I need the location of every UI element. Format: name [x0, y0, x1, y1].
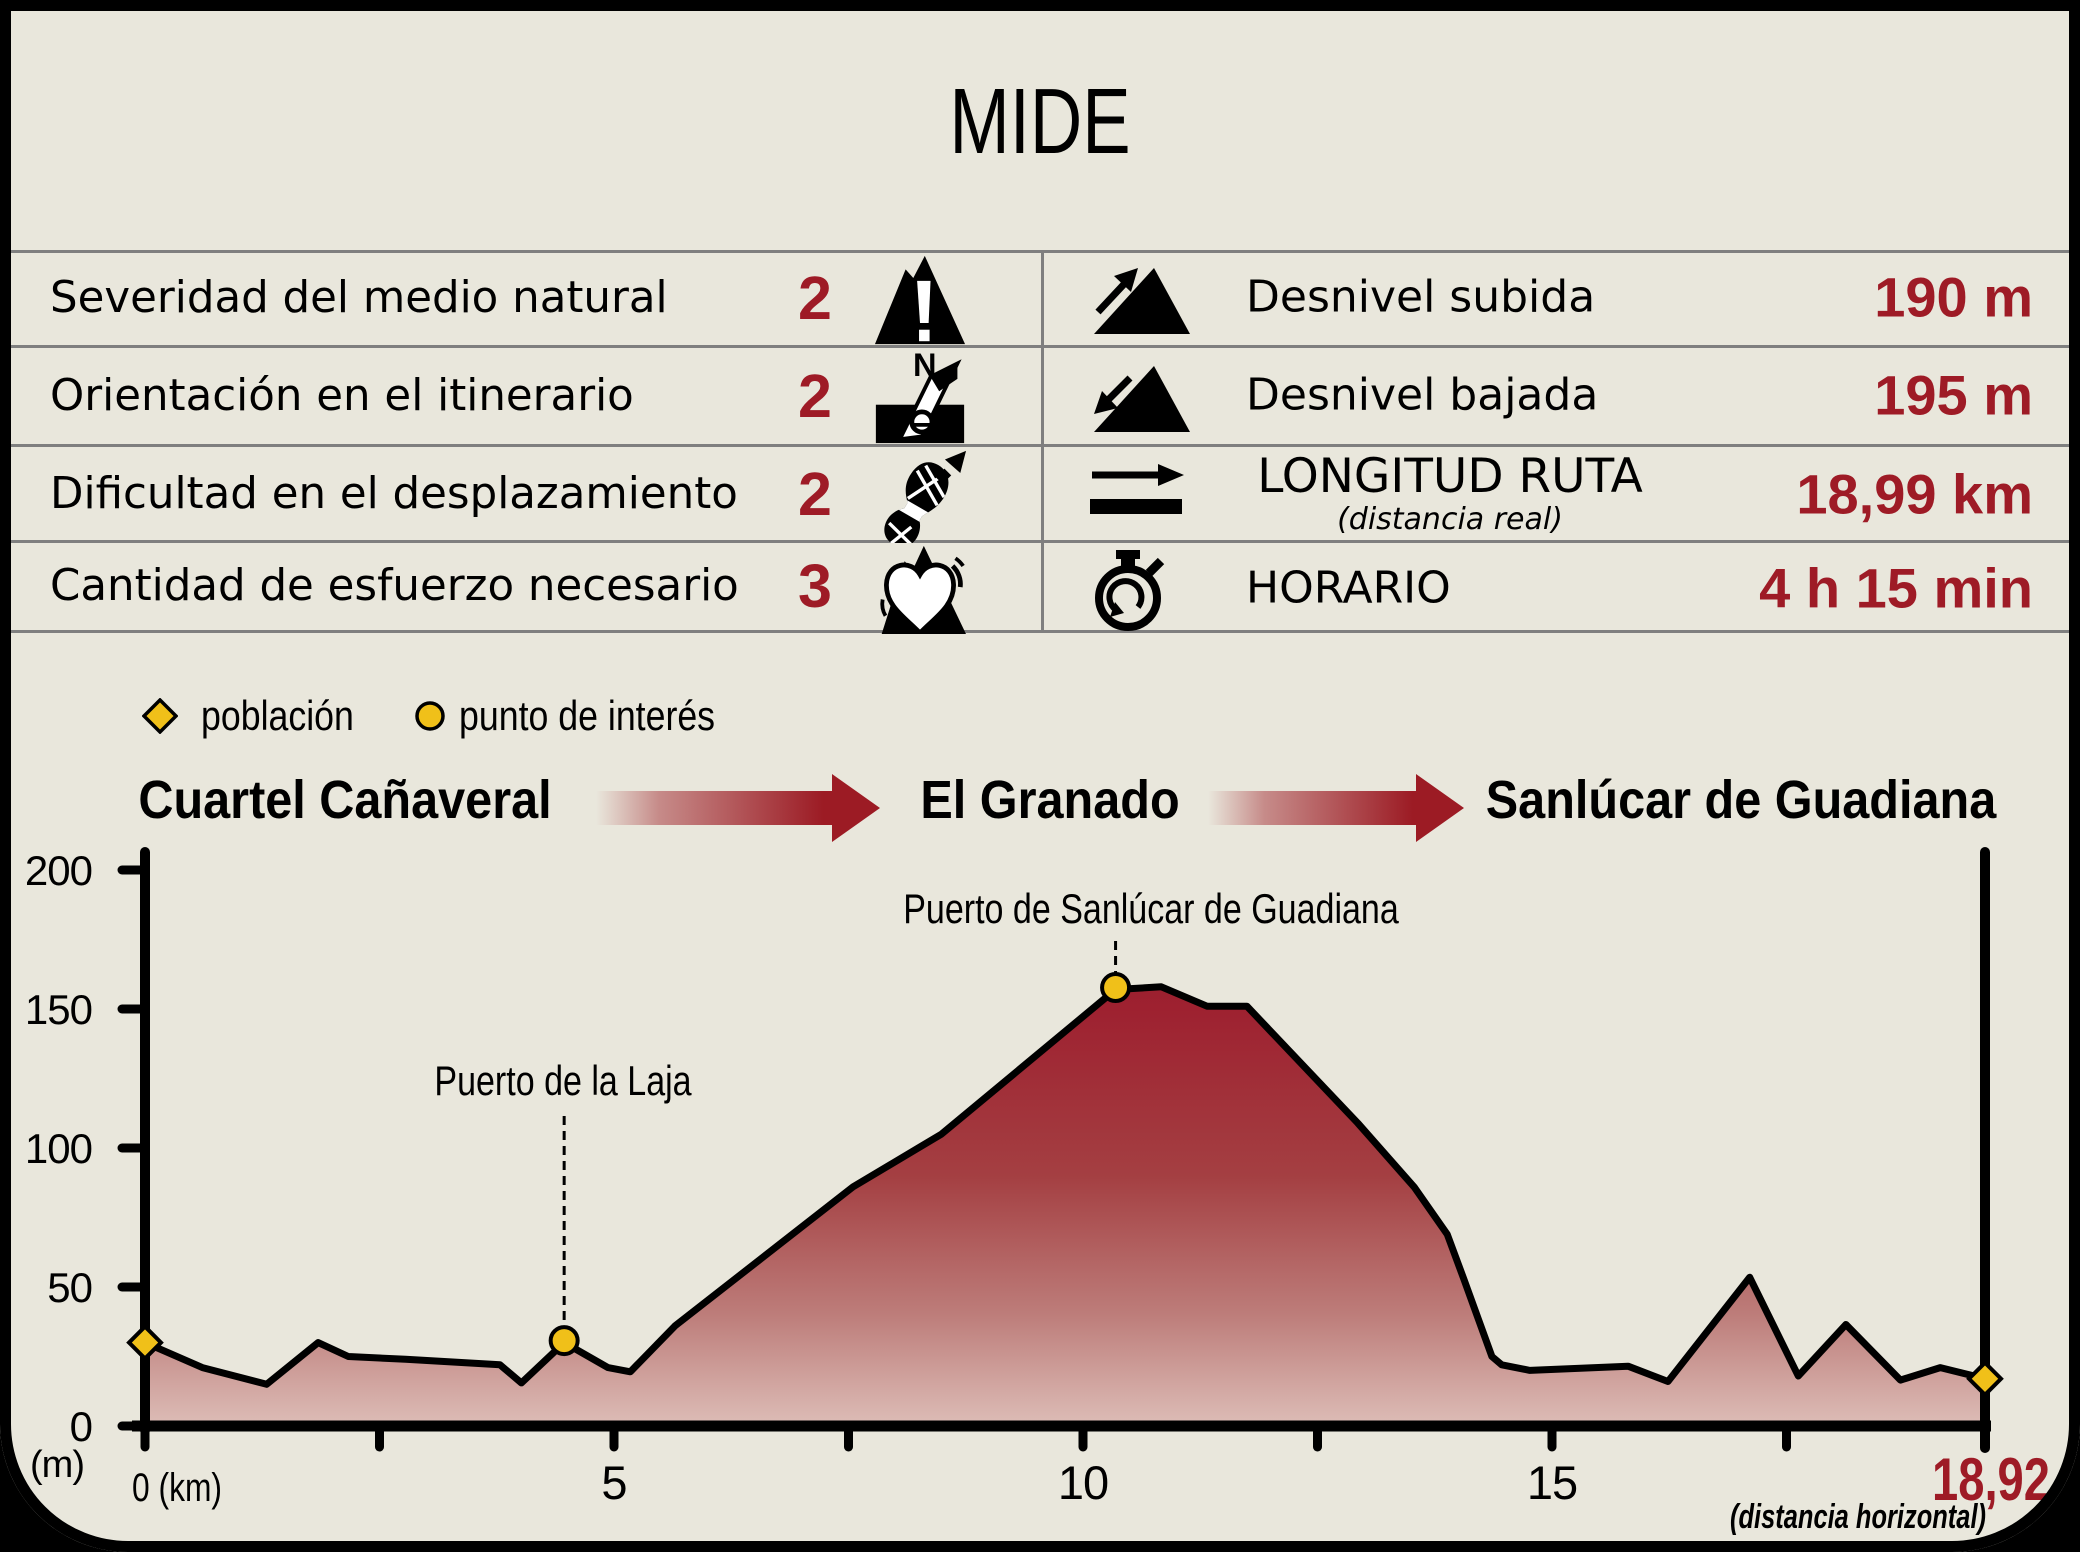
table-line-row2	[11, 444, 2069, 447]
table-column-divider	[1041, 251, 1044, 631]
slope-down-icon	[1086, 354, 1210, 436]
row-value-dificultad: 2	[798, 460, 832, 528]
footprint-icon	[872, 449, 992, 543]
row-value-esfuerzo: 3	[798, 552, 832, 620]
x-axis-end-label: 18,92	[1932, 1446, 2050, 1513]
y-tick-label: 150	[25, 986, 92, 1033]
route-stop-start: Cuartel Cañaveral	[138, 770, 552, 830]
legend-label-punto-interes: punto de interés	[459, 692, 716, 739]
row-value-horario: 4 h 15 min	[1759, 556, 2033, 620]
point-label-puerto-la-laja: Puerto de la Laja	[434, 1057, 692, 1104]
route-stop-middle: El Granado	[920, 770, 1180, 830]
x-tick-label: 5	[601, 1456, 626, 1509]
row-label-longitud: LONGITUD RUTA (distancia real)	[1250, 451, 1650, 537]
y-tick-label: 50	[47, 1264, 92, 1311]
table-line-bottom	[11, 630, 2069, 633]
legend-circle-icon	[414, 700, 446, 732]
legend-diamond-icon	[142, 698, 178, 734]
row-value-severidad: 2	[798, 264, 832, 332]
slope-up-icon	[1086, 256, 1210, 338]
row-label-bajada: Desnivel bajada	[1246, 369, 1599, 421]
y-axis-unit-label: (m)	[30, 1444, 84, 1486]
stopwatch-icon	[1086, 542, 1210, 634]
y-tick-label: 100	[25, 1125, 92, 1172]
row-value-bajada: 195 m	[1874, 363, 2033, 427]
row-value-orientacion: 2	[798, 362, 832, 430]
table-line-top	[11, 250, 2069, 253]
x-tick-label: 15	[1527, 1456, 1577, 1509]
legend-label-poblacion: población	[201, 692, 354, 739]
page-title: MIDE	[949, 69, 1131, 173]
row-label-severidad: Severidad del medio natural	[50, 273, 668, 323]
y-tick-label: 0	[70, 1403, 92, 1450]
compass-icon: N	[872, 351, 992, 445]
population-diamond-marker	[1966, 1359, 2004, 1398]
heart-mountain-icon	[872, 542, 992, 634]
row-label-longitud-main: LONGITUD RUTA	[1257, 449, 1643, 504]
route-stop-end: Sanlúcar de Guadiana	[1485, 770, 1997, 830]
row-label-orientacion: Orientación en el itinerario	[50, 371, 634, 421]
row-value-longitud: 18,99 km	[1796, 462, 2033, 526]
mountain-warning-icon	[872, 254, 992, 346]
route-length-icon	[1086, 461, 1210, 527]
x-tick-label: 10	[1058, 1456, 1108, 1509]
profile-area	[145, 986, 1985, 1426]
route-arrow-2-icon	[1208, 768, 1464, 848]
table-line-row3	[11, 540, 2069, 543]
profile-line	[143, 983, 1986, 1388]
poi-circle-marker	[548, 1325, 580, 1357]
route-arrow-1-icon	[596, 768, 880, 848]
x-axis-end-sublabel: (distancia horizontal)	[1730, 1498, 1986, 1536]
point-label-puerto-sanlucar: Puerto de Sanlúcar de Guadiana	[903, 885, 1399, 932]
population-diamond-marker	[126, 1323, 164, 1362]
poi-circle-marker	[1100, 972, 1132, 1004]
row-label-subida: Desnivel subida	[1246, 271, 1596, 323]
row-label-longitud-sub: (distancia real)	[1337, 502, 1563, 537]
row-label-esfuerzo: Cantidad de esfuerzo necesario	[50, 561, 739, 611]
table-line-row1	[11, 345, 2069, 348]
row-label-horario: HORARIO	[1246, 562, 1451, 614]
x-axis-origin-label: 0 (km)	[132, 1466, 222, 1510]
y-tick-label: 200	[25, 847, 92, 894]
row-label-dificultad: Dificultad en el desplazamiento	[50, 469, 738, 519]
row-value-subida: 190 m	[1874, 265, 2033, 329]
